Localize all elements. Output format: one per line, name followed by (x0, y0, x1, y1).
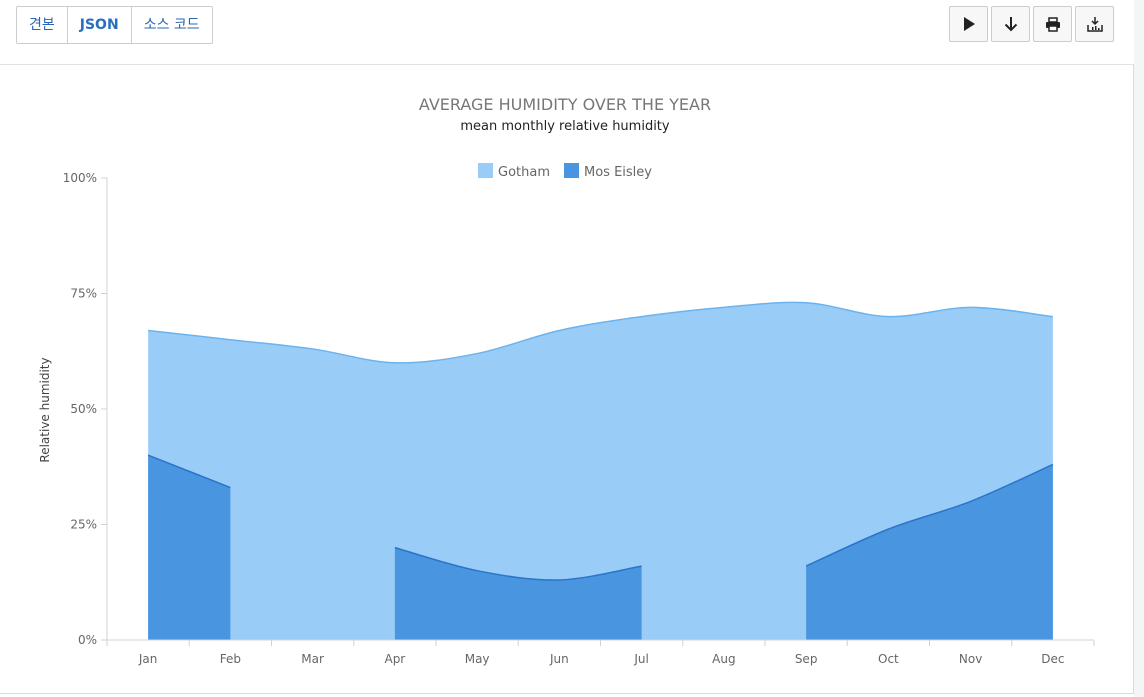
y-tick-label: 75% (70, 287, 97, 301)
tab-sample[interactable]: 견본 (17, 7, 68, 43)
y-tick-label: 100% (63, 171, 97, 185)
play-icon (963, 17, 975, 31)
series-line-mos-eisley (805, 463, 1054, 567)
chart-title: AVERAGE HUMIDITY OVER THE YEAR (419, 95, 711, 114)
axis-layer: 0% 25% 50% 75% 100% Jan Feb Mar Apr May Jun Jul Aug S… (63, 171, 1095, 666)
x-tick-label: Jan (138, 652, 158, 666)
x-tick-label: Oct (878, 652, 899, 666)
x-tick-label: Jul (633, 652, 648, 666)
y-tick-label: 25% (70, 518, 97, 532)
export-chart-icon (1086, 17, 1103, 32)
legend-label-mos-eisley[interactable]: Mos Eisley (584, 165, 652, 180)
toolbar: 견본 JSON 소스 코드 (0, 0, 1144, 65)
x-tick-label: Jun (549, 652, 569, 666)
area-layer (147, 301, 1054, 640)
legend-swatch-mos-eisley[interactable] (564, 163, 579, 178)
x-tick-label: Apr (384, 652, 405, 666)
y-tick-label: 0% (78, 633, 97, 647)
series-area-mos-eisley[interactable] (148, 455, 231, 640)
tab-json[interactable]: JSON (67, 7, 132, 43)
humidity-chart: AVERAGE HUMIDITY OVER THE YEAR mean mont… (38, 95, 1095, 666)
series-line-mos-eisley (147, 454, 231, 489)
x-tick-label: Nov (959, 652, 982, 666)
x-tick-label: Feb (220, 652, 241, 666)
x-tick-label: Mar (301, 652, 324, 666)
toolbar-actions (949, 6, 1114, 42)
download-arrow-icon (1004, 17, 1017, 32)
chart-subtitle: mean monthly relative humidity (460, 119, 670, 134)
tab-source-code[interactable]: 소스 코드 (131, 7, 212, 43)
series-line-gotham (148, 301, 1053, 364)
x-tick-label: Dec (1041, 652, 1064, 666)
y-axis-label: Relative humidity (38, 357, 52, 462)
legend-swatch-gotham[interactable] (478, 163, 493, 178)
play-button[interactable] (949, 6, 988, 42)
print-button[interactable] (1033, 6, 1072, 42)
legend-label-gotham[interactable]: Gotham (498, 165, 550, 180)
legend: Gotham Mos Eisley (478, 163, 652, 180)
scrollbar-track[interactable] (1134, 0, 1144, 697)
chart-panel: AVERAGE HUMIDITY OVER THE YEAR mean mont… (0, 65, 1134, 694)
print-icon (1045, 16, 1060, 32)
x-tick-label: May (465, 652, 490, 666)
export-button[interactable] (1075, 6, 1114, 42)
x-tick-label: Aug (712, 652, 735, 666)
series-area-gotham[interactable] (148, 302, 1053, 640)
download-button[interactable] (991, 6, 1030, 42)
series-area-mos-eisley[interactable] (394, 547, 642, 640)
series-line-mos-eisley (394, 546, 642, 581)
series-area-mos-eisley[interactable] (806, 464, 1053, 640)
y-tick-label: 50% (70, 402, 97, 416)
view-tabs: 견본 JSON 소스 코드 (16, 6, 213, 44)
x-tick-label: Sep (795, 652, 818, 666)
